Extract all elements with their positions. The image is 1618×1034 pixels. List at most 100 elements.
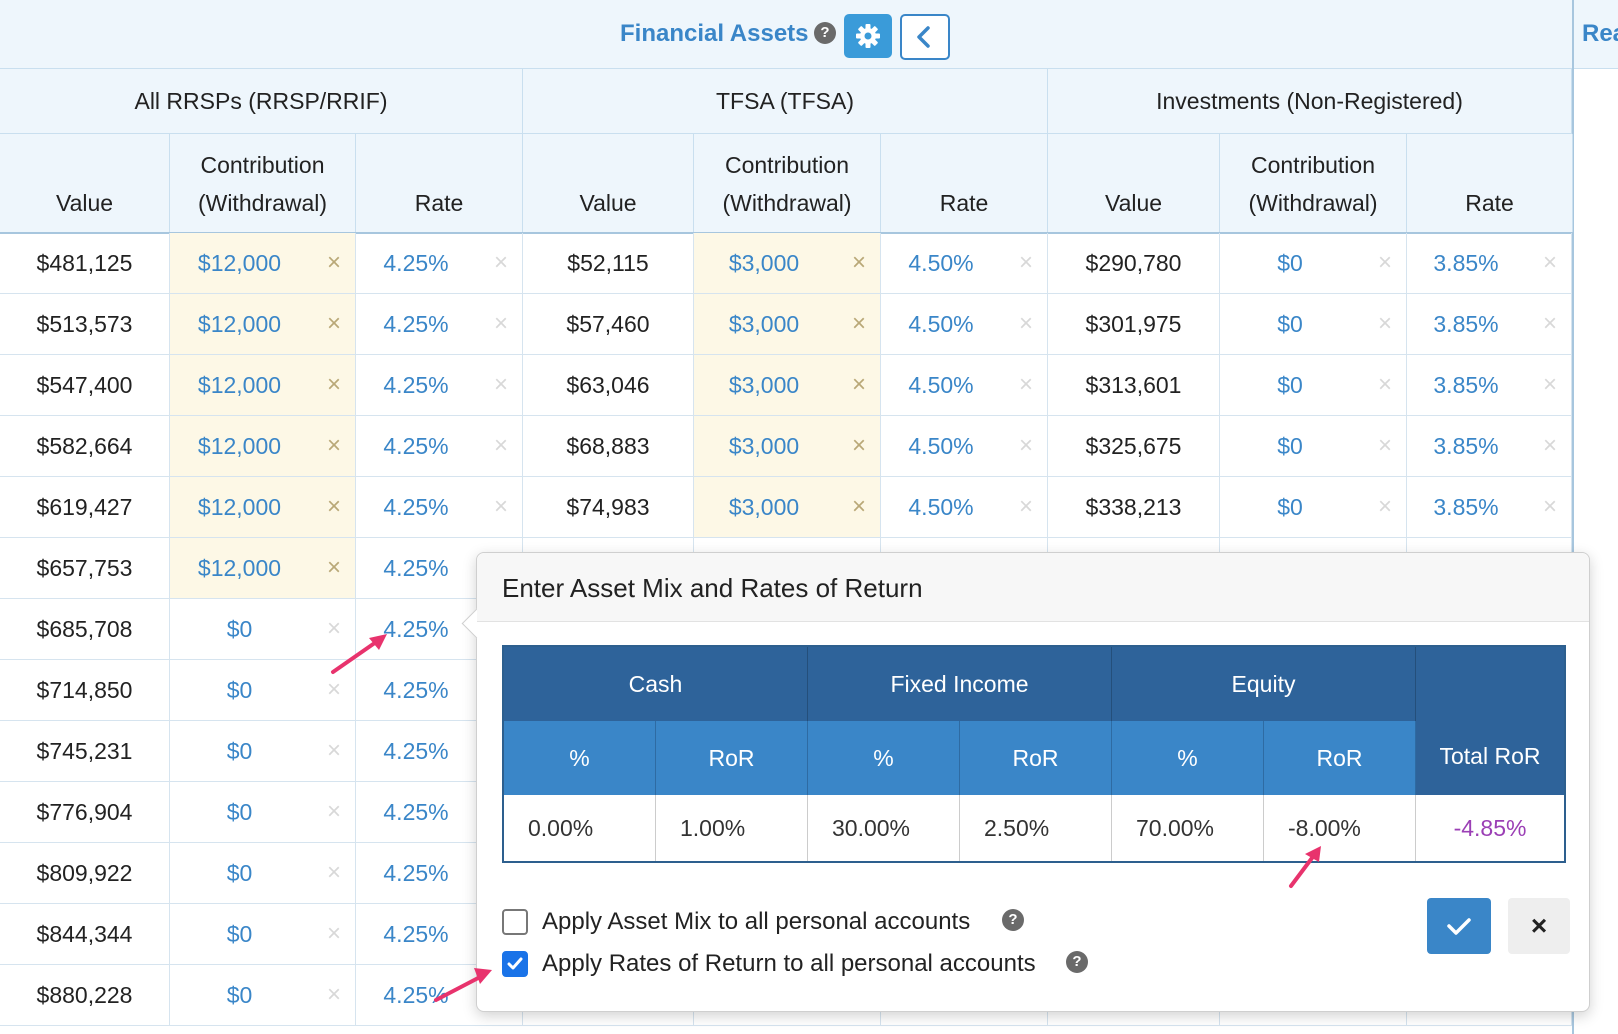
- rrsp-contribution-cell[interactable]: $0 ×: [170, 843, 356, 903]
- equity-ror-input[interactable]: -8.00%: [1264, 795, 1416, 861]
- clear-icon[interactable]: ×: [493, 310, 508, 337]
- contribution-value[interactable]: $0: [226, 799, 253, 825]
- inv-rate-cell[interactable]: 3.85% ×: [1407, 294, 1572, 354]
- clear-icon[interactable]: ×: [326, 615, 341, 642]
- clear-icon[interactable]: ×: [326, 493, 341, 520]
- clear-icon[interactable]: ×: [851, 432, 866, 459]
- cash-percent-input[interactable]: 0.00%: [504, 795, 656, 861]
- rate-value[interactable]: 4.25%: [383, 433, 449, 459]
- rate-value[interactable]: 4.25%: [383, 677, 449, 703]
- inv-contribution-cell[interactable]: $0 ×: [1220, 355, 1407, 415]
- clear-icon[interactable]: ×: [1018, 310, 1033, 337]
- inv-contribution-cell[interactable]: $0 ×: [1220, 477, 1407, 537]
- clear-icon[interactable]: ×: [1377, 432, 1392, 459]
- tfsa-rate-cell[interactable]: 4.50% ×: [881, 477, 1048, 537]
- rrsp-contribution-cell[interactable]: $0 ×: [170, 782, 356, 842]
- clear-icon[interactable]: ×: [493, 371, 508, 398]
- tfsa-contribution-cell[interactable]: $3,000 ×: [694, 416, 881, 476]
- clear-icon[interactable]: ×: [851, 493, 866, 520]
- contribution-value[interactable]: $12,000: [197, 372, 282, 398]
- inv-rate-cell[interactable]: 3.85% ×: [1407, 355, 1572, 415]
- contribution-value[interactable]: $0: [226, 616, 253, 642]
- rate-value[interactable]: 4.25%: [383, 982, 449, 1008]
- contribution-value[interactable]: $0: [1277, 433, 1303, 459]
- help-icon[interactable]: ?: [1002, 909, 1024, 931]
- rrsp-contribution-cell[interactable]: $12,000 ×: [170, 294, 356, 354]
- inv-contribution-cell[interactable]: $0 ×: [1220, 233, 1407, 293]
- clear-icon[interactable]: ×: [1377, 493, 1392, 520]
- help-icon[interactable]: ?: [814, 22, 836, 44]
- clear-icon[interactable]: ×: [1542, 371, 1557, 398]
- rate-value[interactable]: 4.25%: [383, 738, 449, 764]
- rrsp-rate-cell[interactable]: 4.25% ×: [356, 233, 523, 293]
- clear-icon[interactable]: ×: [326, 554, 341, 581]
- inv-rate-cell[interactable]: 3.85% ×: [1407, 416, 1572, 476]
- contribution-value[interactable]: $12,000: [197, 555, 282, 581]
- clear-icon[interactable]: ×: [493, 493, 508, 520]
- inv-rate-cell[interactable]: 3.85% ×: [1407, 477, 1572, 537]
- rrsp-contribution-cell[interactable]: $0 ×: [170, 965, 356, 1025]
- rate-value[interactable]: 4.25%: [383, 555, 449, 581]
- clear-icon[interactable]: ×: [1018, 249, 1033, 276]
- contribution-value[interactable]: $0: [1277, 250, 1303, 276]
- contribution-value[interactable]: $3,000: [728, 311, 800, 337]
- apply-rates-checkbox[interactable]: [502, 951, 528, 977]
- clear-icon[interactable]: ×: [1542, 310, 1557, 337]
- clear-icon[interactable]: ×: [851, 371, 866, 398]
- tfsa-rate-cell[interactable]: 4.50% ×: [881, 416, 1048, 476]
- rate-value[interactable]: 4.25%: [383, 921, 449, 947]
- rate-value[interactable]: 4.25%: [383, 494, 449, 520]
- apply-mix-label[interactable]: Apply Asset Mix to all personal accounts: [542, 908, 971, 935]
- rate-value[interactable]: 4.25%: [383, 311, 449, 337]
- contribution-value[interactable]: $12,000: [197, 494, 282, 520]
- clear-icon[interactable]: ×: [1377, 371, 1392, 398]
- clear-icon[interactable]: ×: [326, 310, 341, 337]
- contribution-value[interactable]: $0: [1277, 311, 1303, 337]
- clear-icon[interactable]: ×: [1018, 432, 1033, 459]
- contribution-value[interactable]: $0: [226, 677, 253, 703]
- contribution-value[interactable]: $0: [226, 738, 253, 764]
- tfsa-rate-cell[interactable]: 4.50% ×: [881, 294, 1048, 354]
- rrsp-contribution-cell[interactable]: $12,000 ×: [170, 355, 356, 415]
- clear-icon[interactable]: ×: [326, 432, 341, 459]
- rrsp-contribution-cell[interactable]: $12,000 ×: [170, 538, 356, 598]
- clear-icon[interactable]: ×: [326, 676, 341, 703]
- rate-value[interactable]: 3.85%: [1433, 311, 1499, 337]
- rate-value[interactable]: 4.50%: [908, 433, 974, 459]
- clear-icon[interactable]: ×: [326, 798, 341, 825]
- collapse-button[interactable]: [900, 14, 950, 60]
- rrsp-rate-cell[interactable]: 4.25% ×: [356, 477, 523, 537]
- rate-value[interactable]: 4.25%: [383, 250, 449, 276]
- clear-icon[interactable]: ×: [1377, 249, 1392, 276]
- fixed-income-ror-input[interactable]: 2.50%: [960, 795, 1112, 861]
- clear-icon[interactable]: ×: [1542, 432, 1557, 459]
- inv-contribution-cell[interactable]: $0 ×: [1220, 294, 1407, 354]
- contribution-value[interactable]: $12,000: [197, 433, 282, 459]
- clear-icon[interactable]: ×: [1018, 371, 1033, 398]
- cash-ror-input[interactable]: 1.00%: [656, 795, 808, 861]
- clear-icon[interactable]: ×: [326, 859, 341, 886]
- rrsp-rate-cell[interactable]: 4.25% ×: [356, 416, 523, 476]
- contribution-value[interactable]: $3,000: [728, 372, 800, 398]
- next-section-title[interactable]: Rea: [1582, 20, 1618, 47]
- rate-value[interactable]: 3.85%: [1433, 250, 1499, 276]
- rrsp-rate-cell[interactable]: 4.25% ×: [356, 355, 523, 415]
- fixed-income-percent-input[interactable]: 30.00%: [808, 795, 960, 861]
- rate-value[interactable]: 3.85%: [1433, 433, 1499, 459]
- contribution-value[interactable]: $3,000: [728, 494, 800, 520]
- rate-value[interactable]: 4.50%: [908, 494, 974, 520]
- apply-rates-label[interactable]: Apply Rates of Return to all personal ac…: [542, 950, 1036, 977]
- tfsa-rate-cell[interactable]: 4.50% ×: [881, 355, 1048, 415]
- rate-value[interactable]: 4.50%: [908, 372, 974, 398]
- clear-icon[interactable]: ×: [1377, 310, 1392, 337]
- rrsp-contribution-cell[interactable]: $0 ×: [170, 721, 356, 781]
- tfsa-contribution-cell[interactable]: $3,000 ×: [694, 233, 881, 293]
- rate-value[interactable]: 4.25%: [383, 616, 449, 642]
- rrsp-contribution-cell[interactable]: $12,000 ×: [170, 416, 356, 476]
- contribution-value[interactable]: $0: [1277, 494, 1303, 520]
- rrsp-contribution-cell[interactable]: $12,000 ×: [170, 233, 356, 293]
- rate-value[interactable]: 4.50%: [908, 311, 974, 337]
- tfsa-contribution-cell[interactable]: $3,000 ×: [694, 294, 881, 354]
- rate-value[interactable]: 3.85%: [1433, 372, 1499, 398]
- confirm-button[interactable]: [1427, 898, 1491, 954]
